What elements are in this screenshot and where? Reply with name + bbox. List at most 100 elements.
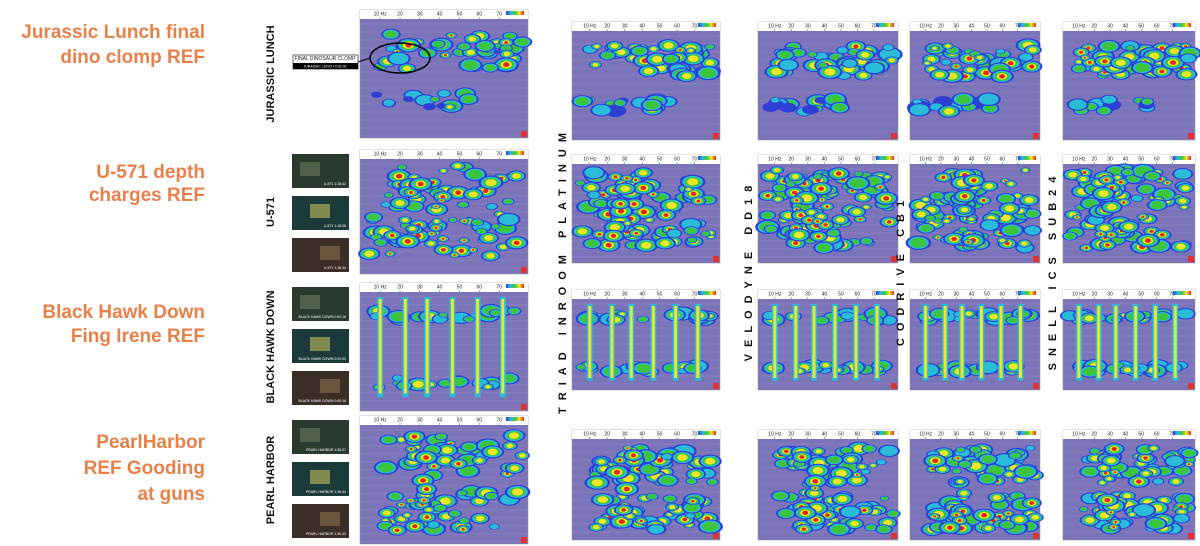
spectral-blob bbox=[422, 499, 426, 502]
spectral-blob bbox=[793, 231, 805, 239]
spectral-blob bbox=[460, 518, 469, 524]
spectral-blob bbox=[836, 217, 845, 223]
axis-tick-label: 60 bbox=[674, 432, 680, 438]
thumbnail-highlight bbox=[320, 512, 340, 526]
spectral-blob bbox=[449, 34, 453, 37]
spectral-stripe bbox=[960, 306, 964, 378]
axis-tick-label: 40 bbox=[822, 292, 828, 298]
axis-tick-label: 20 bbox=[938, 24, 944, 30]
axis-tick-label: 70 bbox=[692, 292, 698, 298]
spectral-blob bbox=[434, 226, 438, 229]
spectral-stripe bbox=[854, 306, 858, 378]
spectral-blob bbox=[779, 102, 797, 113]
spectrogram bbox=[359, 9, 529, 139]
spectral-blob bbox=[978, 93, 999, 105]
spectral-blob bbox=[475, 515, 485, 522]
spectral-blob bbox=[615, 100, 625, 106]
spectral-blob bbox=[504, 199, 513, 204]
callout-bar bbox=[293, 63, 358, 69]
thumbnail-highlight bbox=[300, 162, 320, 176]
axis-tick-label: 50 bbox=[457, 285, 463, 291]
spectral-blob bbox=[383, 99, 395, 106]
spectral-blob bbox=[586, 239, 599, 248]
spectral-blob bbox=[705, 60, 715, 66]
axis-tick-label: 60 bbox=[855, 157, 861, 163]
spectral-blob bbox=[885, 175, 890, 179]
spectral-blob bbox=[852, 209, 861, 215]
spectrogram bbox=[757, 21, 899, 141]
spectral-blob bbox=[690, 191, 697, 196]
reference-label: PearlHarbor bbox=[96, 432, 205, 453]
axis-tick-label: 50 bbox=[1138, 157, 1144, 163]
axis-tick-label: 30 bbox=[417, 12, 423, 18]
axis-tick-label: 30 bbox=[805, 432, 811, 438]
axis-tick-label: 70 bbox=[692, 432, 698, 438]
spectral-blob bbox=[1135, 63, 1150, 72]
spectral-blob bbox=[461, 527, 465, 531]
spectral-blob bbox=[880, 445, 898, 456]
spectral-blob bbox=[999, 74, 1005, 79]
spectral-blob bbox=[485, 385, 491, 389]
spectral-blob bbox=[816, 317, 827, 324]
axis-tick-label: 60 bbox=[476, 12, 482, 18]
spectral-blob bbox=[1008, 182, 1014, 186]
axis-tick-label: 10 Hz bbox=[919, 157, 933, 163]
spectral-blob bbox=[793, 49, 804, 56]
thumbnail-caption: PEARL HARBOR 1:36:07 bbox=[306, 448, 346, 452]
axis-tick-label: 60 bbox=[1154, 292, 1160, 298]
film-name: U-571 bbox=[265, 197, 277, 227]
axis-tick-label: 50 bbox=[1138, 292, 1144, 298]
spectral-blob bbox=[1106, 203, 1117, 211]
spectral-blob bbox=[639, 519, 643, 523]
axis-tick-label: 60 bbox=[476, 285, 482, 291]
spectral-blob bbox=[404, 513, 410, 517]
spectral-blob bbox=[1076, 60, 1082, 64]
spectral-blob bbox=[398, 165, 406, 170]
corner-logo bbox=[521, 404, 527, 410]
spectral-blob bbox=[646, 218, 652, 222]
spectral-blob bbox=[477, 228, 486, 234]
spectral-blob bbox=[639, 170, 648, 176]
spectral-blob bbox=[484, 64, 496, 71]
spectral-blob bbox=[1105, 243, 1110, 247]
spectral-blob bbox=[787, 182, 794, 187]
color-scale bbox=[698, 291, 716, 295]
spectral-blob bbox=[634, 178, 638, 182]
spectral-blob bbox=[430, 232, 434, 235]
spectral-blob bbox=[983, 70, 990, 76]
spectral-blob bbox=[687, 178, 699, 186]
spectral-blob bbox=[471, 249, 475, 251]
axis-strip bbox=[572, 22, 720, 31]
thumbnail-highlight bbox=[300, 295, 320, 309]
axis-tick-label: 60 bbox=[855, 24, 861, 30]
axis-tick-label: 40 bbox=[437, 418, 443, 424]
spectral-blob bbox=[669, 505, 676, 510]
spectral-blob bbox=[941, 59, 951, 65]
corner-logo bbox=[521, 537, 527, 543]
axis-tick-label: 60 bbox=[1154, 157, 1160, 163]
spectral-blob bbox=[1143, 99, 1152, 105]
spectral-stripe bbox=[1019, 306, 1022, 378]
spectral-blob bbox=[765, 193, 771, 198]
axis-tick-label: 30 bbox=[805, 157, 811, 163]
color-scale bbox=[876, 156, 894, 160]
spectral-blob bbox=[1003, 179, 1007, 182]
spectral-blob bbox=[688, 55, 699, 63]
callout-pointer bbox=[357, 57, 371, 63]
color-scale bbox=[698, 23, 716, 27]
spectral-blob bbox=[1181, 71, 1192, 78]
spectral-blob bbox=[1141, 215, 1145, 218]
color-scale bbox=[876, 291, 894, 295]
spectral-blob bbox=[503, 51, 511, 57]
spectral-blob bbox=[602, 52, 613, 59]
spectral-blob bbox=[618, 458, 622, 462]
spectral-stripe bbox=[1173, 306, 1177, 378]
axis-tick-label: 70 bbox=[496, 418, 502, 424]
axis-tick-label: 40 bbox=[639, 432, 645, 438]
axis-tick-label: 50 bbox=[838, 292, 844, 298]
spectral-blob bbox=[508, 432, 520, 439]
spectral-blob bbox=[577, 228, 588, 235]
axis-tick-label: 60 bbox=[674, 24, 680, 30]
spectral-blob bbox=[456, 462, 461, 466]
